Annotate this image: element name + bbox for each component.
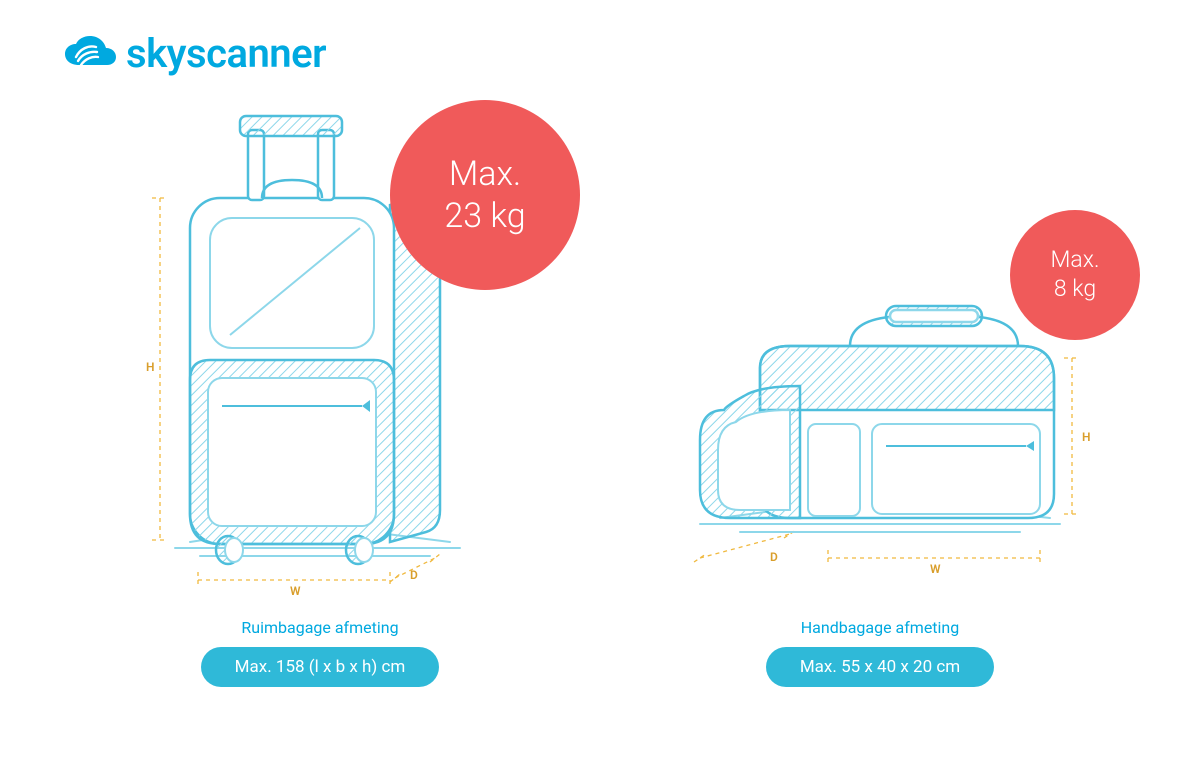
brand-logo: skyscanner xyxy=(60,30,326,77)
duffel-svg xyxy=(640,110,1120,600)
hand-baggage-panel: Max. 8 kg xyxy=(640,110,1120,687)
dim-d: D xyxy=(770,550,778,564)
badge-line: Max. xyxy=(449,153,521,196)
checked-dimensions-pill: Max. 158 (l x b x h) cm xyxy=(201,647,440,687)
checked-caption: Ruimbagage afmeting xyxy=(241,618,398,637)
badge-line: 23 kg xyxy=(444,195,525,238)
duffel-illustration: Max. 8 kg xyxy=(640,110,1120,600)
dim-h: H xyxy=(1082,430,1091,444)
dim-w: W xyxy=(930,562,941,576)
checked-weight-badge: Max. 23 kg xyxy=(390,100,580,290)
skyscanner-cloud-icon xyxy=(60,35,118,73)
dim-h: H xyxy=(146,360,155,374)
dim-d: D xyxy=(410,568,418,582)
checked-baggage-panel: Max. 23 kg xyxy=(90,110,550,687)
suitcase-illustration: Max. 23 kg xyxy=(90,110,550,600)
dim-w: W xyxy=(290,584,301,598)
brand-name: skyscanner xyxy=(126,30,326,77)
badge-line: 8 kg xyxy=(1054,275,1096,304)
hand-dimensions-pill: Max. 55 x 40 x 20 cm xyxy=(766,647,994,687)
badge-line: Max. xyxy=(1051,246,1100,275)
hand-caption: Handbagage afmeting xyxy=(801,618,960,637)
hand-weight-badge: Max. 8 kg xyxy=(1010,210,1140,340)
